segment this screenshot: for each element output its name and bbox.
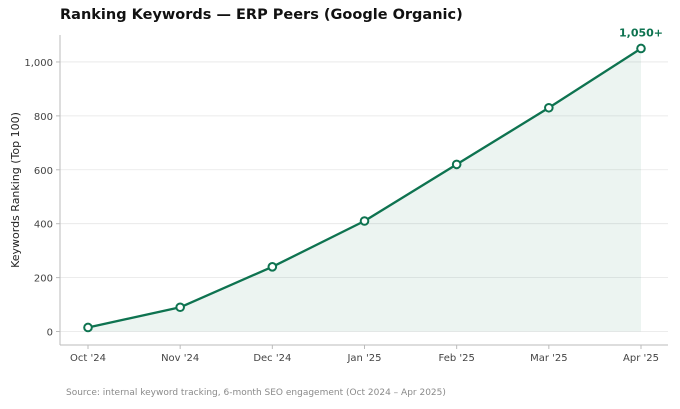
data-point [636, 43, 646, 54]
x-tick-label: Apr '25 [623, 353, 659, 364]
data-point [175, 302, 185, 313]
area-fill [88, 48, 641, 332]
data-point [359, 216, 370, 226]
y-tick-label: 800 [34, 112, 53, 123]
x-tick-label: Feb '25 [438, 353, 474, 364]
x-tick-label: Mar '25 [530, 353, 568, 364]
source-note: Source: internal keyword tracking, 6-mon… [66, 388, 446, 398]
y-axis-label: Keywords Ranking (Top 100) [9, 112, 22, 268]
peak-annotation: 1,050+ [619, 26, 663, 39]
x-tick-label: Oct '24 [70, 353, 106, 364]
x-tick-label: Nov '24 [161, 353, 199, 364]
data-point [267, 262, 278, 272]
data-point [544, 102, 554, 113]
chart-title: Ranking Keywords — ERP Peers (Google Org… [60, 7, 463, 23]
y-tick-label: 1,000 [24, 58, 53, 69]
x-tick-label: Dec '24 [253, 353, 291, 364]
data-point [83, 322, 93, 333]
y-tick-label: 0 [47, 328, 53, 339]
data-point [451, 159, 462, 170]
y-tick-label: 200 [34, 274, 53, 285]
data-points [83, 43, 646, 333]
y-tick-label: 600 [34, 166, 53, 177]
axis-ticks: 0 200 400 600 800 1,000 Oct '24 Nov '24 Dec '24 J… [24, 58, 659, 364]
y-tick-label: 400 [34, 220, 53, 231]
x-tick-label: Jan '25 [346, 353, 381, 364]
